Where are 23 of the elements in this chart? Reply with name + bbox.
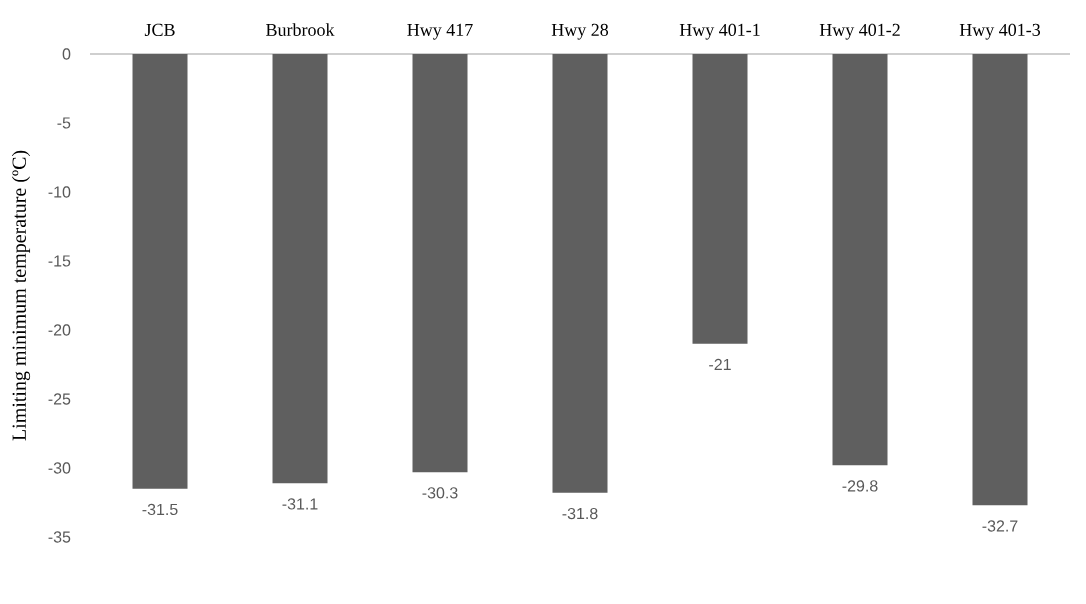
- data-label: -30.3: [422, 487, 458, 499]
- y-axis-title: Limiting minimum temperature (ºC): [11, 150, 31, 441]
- data-label: -31.1: [282, 498, 318, 510]
- y-tick-label: -10: [48, 186, 71, 198]
- y-tick-label: -35: [48, 531, 71, 543]
- x-tick-label: Hwy 401-1: [679, 23, 760, 40]
- y-tick-label: -30: [48, 462, 71, 474]
- y-tick-label: -25: [48, 393, 71, 405]
- data-label: -31.5: [142, 503, 178, 516]
- data-label: -31.8: [562, 507, 598, 520]
- x-tick-label: JCB: [144, 23, 175, 36]
- y-tick-label: -20: [48, 324, 71, 336]
- data-label: -29.8: [842, 480, 878, 492]
- x-tick-label: Hwy 401-2: [819, 23, 900, 40]
- x-tick-label: Hwy 417: [407, 23, 473, 40]
- x-tick-label: Burbrook: [266, 23, 335, 36]
- x-tick-label: Hwy 28: [551, 23, 609, 40]
- data-label: -32.7: [982, 520, 1018, 532]
- y-tick-label: -5: [57, 117, 71, 129]
- x-tick-label: Hwy 401-3: [959, 23, 1041, 40]
- data-label: -21: [709, 358, 731, 371]
- y-tick-label: 0: [62, 48, 71, 60]
- y-tick-label: -15: [48, 255, 71, 267]
